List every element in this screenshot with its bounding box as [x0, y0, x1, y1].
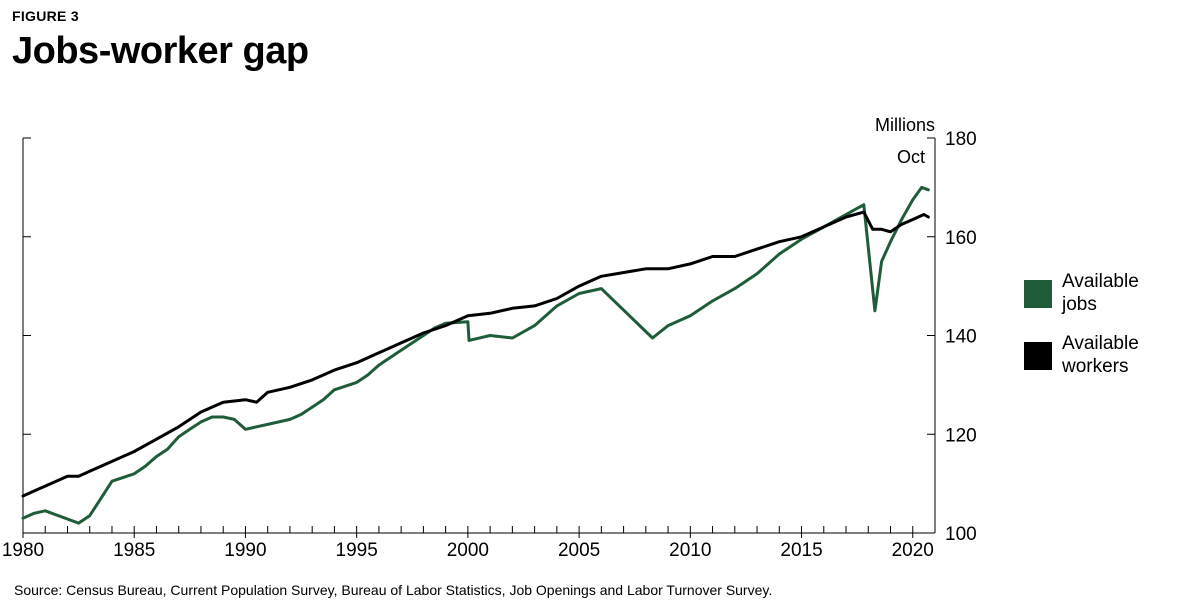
legend: Available jobs Available workers — [1024, 270, 1172, 394]
x-tick-label: 2000 — [447, 540, 489, 561]
chart-axes: 100 120 140 160 180 1980 1985 1990 1995 2000 2005 2… — [2, 129, 977, 561]
x-tick-label: 1990 — [224, 540, 266, 561]
y-tick-label: 100 — [945, 524, 977, 545]
oct-annotation: Oct — [897, 147, 925, 167]
legend-swatch-jobs — [1024, 280, 1052, 308]
legend-item-workers: Available workers — [1024, 332, 1172, 378]
x-tick-label: 2010 — [669, 540, 711, 561]
source-note: Source: Census Bureau, Current Populatio… — [14, 582, 773, 598]
x-tick-label: 2015 — [780, 540, 822, 561]
x-tick-label: 1985 — [113, 540, 155, 561]
series-layer — [21, 185, 930, 525]
legend-swatch-workers — [1024, 342, 1052, 370]
y-tick-label: 120 — [945, 425, 977, 446]
x-tick-label: 1995 — [336, 540, 378, 561]
legend-item-jobs: Available jobs — [1024, 270, 1172, 316]
y-tick-label: 140 — [945, 327, 977, 348]
x-tick-label: 1980 — [2, 540, 44, 561]
y-tick-label: 160 — [945, 228, 977, 249]
figure-label: FIGURE 3 — [12, 8, 79, 24]
legend-label-jobs: Available jobs — [1062, 271, 1139, 315]
series-line-available-workers — [21, 210, 930, 498]
chart-title: Jobs-worker gap — [12, 30, 309, 72]
x-tick-label: 2005 — [558, 540, 600, 561]
y-tick-label: 180 — [945, 129, 977, 150]
legend-label-workers: Available workers — [1062, 333, 1139, 377]
y-axis-label: Millions — [875, 115, 935, 135]
x-tick-label: 2020 — [892, 540, 934, 561]
